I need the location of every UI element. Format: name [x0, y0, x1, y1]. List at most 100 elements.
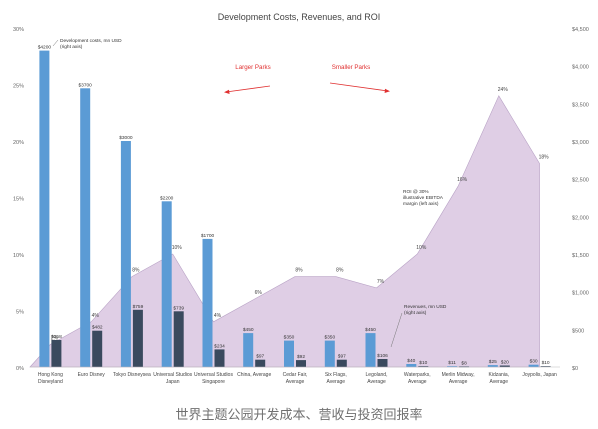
revenue-label: $759 — [133, 304, 144, 310]
revenue-bar — [92, 330, 103, 367]
category-label: Average — [286, 379, 305, 385]
dev-cost-label: $3700 — [79, 82, 93, 88]
y-right-tick-label: $500 — [572, 328, 584, 334]
category-label: Universal Studios — [153, 372, 192, 378]
category-label: Six Flags, — [325, 372, 347, 378]
category-label: Japan — [166, 379, 180, 385]
dev-cost-bar — [161, 201, 172, 367]
category-label: Average — [327, 379, 346, 385]
dev-cost-annotation-leader — [52, 39, 59, 47]
revenue-label: $97 — [338, 354, 346, 360]
smaller-parks-arrow — [329, 82, 389, 92]
category-label: Joypolis, Japan — [522, 372, 557, 378]
smaller-parks-arrowhead — [384, 88, 390, 93]
revenue-label: $739 — [173, 305, 184, 311]
y-left-tick-label: 20% — [13, 140, 24, 146]
category-label: Hong Kong — [38, 372, 63, 378]
revenue-label: $358 — [51, 334, 62, 340]
revenue-bar — [214, 349, 225, 367]
dev-cost-bar — [39, 50, 50, 367]
dev-cost-bar — [447, 366, 458, 367]
y-right-tick-label: $1,000 — [572, 291, 589, 297]
dev-cost-label: $1700 — [201, 233, 215, 239]
dev-cost-annotation: (right axis) — [60, 44, 83, 50]
dev-cost-label: $2200 — [160, 195, 174, 201]
smaller-parks-annotation: Smaller Parks — [332, 64, 371, 71]
dev-cost-label: $450 — [243, 327, 254, 333]
roi-label: 8% — [336, 268, 344, 274]
dev-cost-label: $3000 — [119, 135, 133, 141]
category-label: Disneyland — [38, 379, 63, 385]
category-label: Tokyo Disneysea — [113, 372, 151, 378]
revenue-bar — [296, 360, 306, 367]
revenue-annotation: Revenues, mn USD — [404, 304, 447, 310]
y-right-tick-label: $3,000 — [572, 140, 589, 146]
y-right-tick-label: $0 — [572, 366, 578, 372]
dev-cost-label: $11 — [448, 360, 456, 366]
larger-parks-arrow — [225, 85, 271, 93]
revenue-label: $10 — [542, 360, 550, 366]
y-right-tick-label: $1,500 — [572, 253, 589, 259]
dev-cost-label: $450 — [365, 327, 376, 333]
revenue-bar — [132, 309, 143, 367]
y-left-tick-label: 25% — [13, 84, 24, 90]
y-left-tick-label: 15% — [13, 197, 24, 203]
roi-area — [29, 95, 540, 368]
y-left-tick-label: 5% — [16, 310, 24, 316]
roi-label: 7% — [377, 279, 385, 285]
y-right-tick-label: $4,500 — [572, 27, 589, 33]
category-label: Cedar Fair, — [283, 372, 308, 378]
dev-cost-label: $40 — [407, 358, 415, 364]
dev-cost-label: $350 — [284, 335, 295, 341]
larger-parks-annotation: Larger Parks — [235, 64, 270, 71]
y-left-tick-label: 10% — [13, 253, 24, 259]
revenue-label: $106 — [377, 353, 388, 359]
category-label: Average — [367, 379, 386, 385]
revenue-bar — [173, 311, 184, 367]
roi-label: 4% — [214, 313, 222, 319]
roi-label: 6% — [255, 290, 263, 296]
dev-cost-bar — [80, 88, 91, 368]
revenue-label: $97 — [256, 354, 264, 360]
roi-annotation: margin (left axis) — [403, 201, 439, 207]
dev-cost-bar — [284, 340, 294, 367]
revenue-bar — [418, 366, 429, 367]
dev-cost-bar — [120, 141, 131, 367]
chart-title: Development Costs, Revenues, and ROI — [218, 12, 381, 22]
revenue-bar — [51, 340, 62, 367]
roi-label: 10% — [416, 245, 427, 251]
revenue-label: $20 — [501, 360, 509, 366]
dev-cost-bar — [324, 340, 335, 367]
category-label: Singapore — [202, 379, 225, 385]
dev-cost-bar — [202, 238, 213, 367]
roi-annotation: illustrative EBITDA — [403, 195, 444, 201]
roi-label: 8% — [295, 268, 303, 274]
category-label: Average — [490, 379, 509, 385]
revenue-annotation: (right axis) — [404, 310, 427, 316]
dev-cost-bar — [487, 365, 498, 367]
chart-caption: 世界主题公园开发成本、营收与投资回报率 — [175, 408, 423, 423]
category-label: Merlin Midway, — [442, 372, 475, 378]
dev-cost-annotation: Development costs, mn USD — [60, 38, 122, 44]
roi-label: 2% — [51, 335, 59, 341]
roi-label: 16% — [457, 177, 468, 183]
dev-cost-label: $30 — [530, 359, 538, 365]
revenue-label: $10 — [419, 360, 427, 366]
revenue-bar — [377, 359, 388, 367]
y-right-tick-label: $3,500 — [572, 102, 589, 108]
revenue-bar — [336, 359, 347, 367]
revenue-bar — [499, 365, 510, 367]
category-label: Legoland, — [366, 372, 388, 378]
revenue-bar — [255, 359, 266, 367]
category-label: Average — [408, 379, 427, 385]
revenue-annotation-leader — [390, 312, 403, 348]
revenue-bar — [540, 366, 551, 367]
roi-label: 8% — [132, 268, 140, 274]
dev-cost-label: $4200 — [38, 45, 52, 51]
y-right-tick-label: $2,500 — [572, 178, 589, 184]
revenue-label: $482 — [92, 325, 103, 331]
roi-label: 4% — [92, 313, 100, 319]
dev-cost-label: $350 — [324, 335, 335, 341]
roi-annotation: ROI @ 30% — [403, 189, 429, 195]
chart: Development Costs, Revenues, and ROI 0% 5%… — [13, 12, 589, 385]
